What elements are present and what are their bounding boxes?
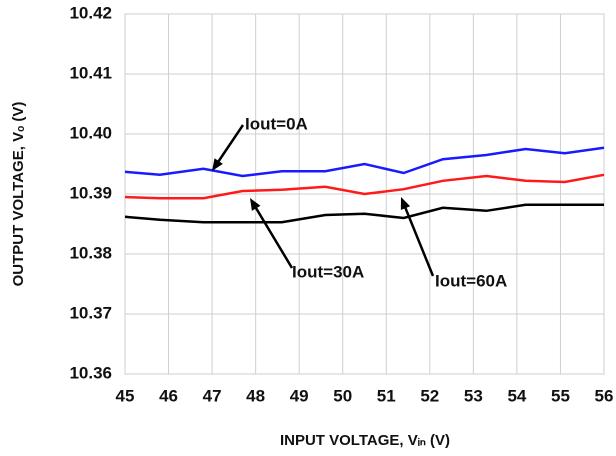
x-tick-label: 50 [333, 386, 352, 405]
x-tick-label: 52 [420, 386, 439, 405]
x-tick-label: 47 [203, 386, 222, 405]
y-tick-label: 10.42 [69, 3, 112, 22]
x-tick-label: 54 [507, 386, 526, 405]
x-axis-title: INPUT VOLTAGE, Vᵢₙ (V) [280, 432, 450, 449]
y-tick-label: 10.38 [69, 243, 112, 262]
annotation: Iout=0A [245, 114, 308, 133]
x-tick-label: 48 [246, 386, 265, 405]
annotation-arrow [215, 124, 245, 166]
y-tick-label: 10.41 [69, 63, 112, 82]
x-tick-label: 45 [116, 386, 135, 405]
annotation-arrowhead [400, 197, 411, 210]
x-tick-label: 56 [595, 386, 614, 405]
x-tick-label: 51 [377, 386, 396, 405]
series-line [124, 146, 605, 178]
annotation-arrowhead [212, 158, 223, 171]
annotation: Iout=60A [435, 271, 507, 290]
series-line [124, 203, 604, 224]
y-tick-label: 10.39 [69, 183, 112, 202]
y-tick-label: 10.36 [69, 363, 112, 382]
series-line [124, 173, 605, 200]
x-tick-label: 53 [464, 386, 483, 405]
y-axis-title: OUTPUT VOLTAGE, Vₒ (V) [10, 102, 27, 287]
y-tick-label: 10.40 [69, 123, 112, 142]
annotation: Iout=30A [292, 262, 364, 281]
annotation-arrow [402, 203, 435, 277]
y-tick-label: 10.37 [69, 303, 112, 322]
annotation-arrowhead [250, 198, 261, 211]
annotation-arrow [253, 204, 294, 269]
x-tick-label: 55 [551, 386, 570, 405]
x-tick-label: 46 [159, 386, 178, 405]
x-tick-label: 49 [290, 386, 309, 405]
